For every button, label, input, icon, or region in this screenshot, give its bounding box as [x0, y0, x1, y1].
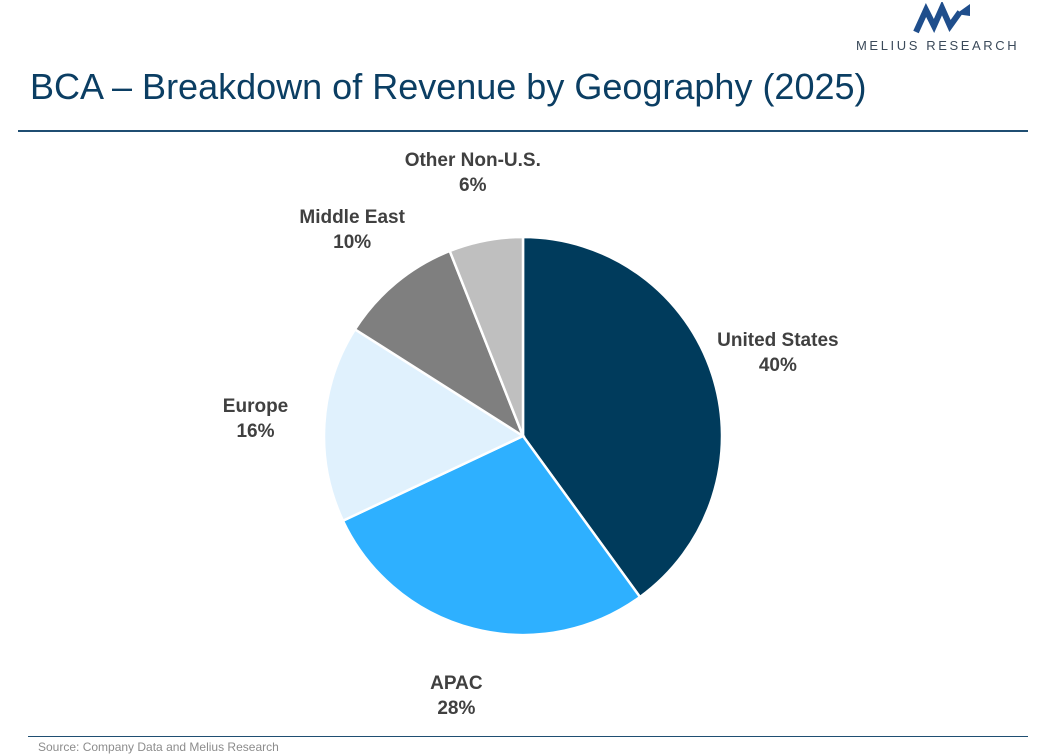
slice-label: Europe 16%: [223, 394, 288, 444]
source-note: Source: Company Data and Melius Research: [38, 740, 279, 754]
slice-label-value: 16%: [236, 421, 275, 443]
slice-label: Other Non-U.S. 6%: [405, 148, 541, 198]
slice-label: United States 40%: [717, 328, 838, 378]
melius-logo-icon: [913, 2, 970, 34]
slice-label-value: 28%: [437, 697, 476, 719]
melius-logo: MELIUS RESEARCH: [850, 0, 1050, 58]
logo-text: MELIUS RESEARCH: [856, 38, 1020, 53]
pie-slice-united-states: [521, 235, 724, 599]
page-title: BCA – Breakdown of Revenue by Geography …: [30, 66, 867, 107]
title-divider: [18, 130, 1028, 132]
slice-label: APAC 28%: [430, 671, 482, 721]
slice-label-name: Other Non-U.S.: [404, 149, 541, 171]
slice-label-name: United States: [717, 330, 839, 352]
slice-label-name: Middle East: [299, 206, 405, 228]
pie-slice-other-non-u-s: [448, 235, 525, 437]
pie-slice-apac: [341, 434, 642, 637]
slice-label-value: 10%: [333, 231, 372, 253]
pie-slice-europe: [322, 327, 526, 523]
slice-label-name: APAC: [430, 672, 483, 694]
slice-label-value: 40%: [758, 355, 797, 377]
slice-label: Middle East 10%: [299, 205, 405, 255]
slice-label-value: 6%: [459, 174, 487, 196]
slice-label-name: Europe: [222, 396, 289, 418]
pie-slice-middle-east: [353, 249, 526, 440]
footer-divider: [28, 736, 1028, 737]
